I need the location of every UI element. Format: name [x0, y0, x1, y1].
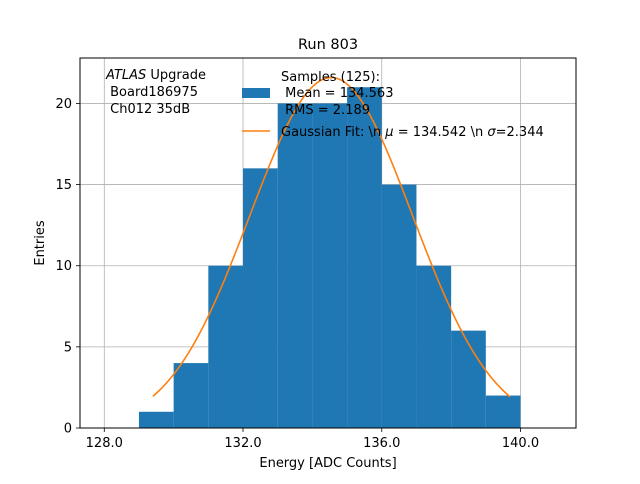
legend-samples-line2: Mean = 134.563	[281, 86, 393, 101]
x-axis-label: Energy [ADC Counts]	[259, 456, 396, 471]
upgrade-label: Upgrade	[146, 68, 206, 83]
histogram-bar	[381, 184, 417, 428]
x-axis-ticks: 128.0 132.0 136.0 140.0	[86, 428, 539, 451]
plot-frame	[79, 57, 577, 429]
y-tick-label: 5	[64, 340, 72, 355]
histogram-bar	[208, 265, 244, 428]
histogram-bar	[138, 411, 174, 428]
histogram-bar	[277, 103, 313, 428]
histogram-bar	[347, 87, 382, 429]
legend-mu-symbol: μ	[384, 125, 393, 140]
histogram-bars	[138, 87, 521, 429]
x-tick-label: 132.0	[224, 436, 261, 451]
histogram-bar	[451, 330, 486, 428]
y-tick-label: 20	[55, 97, 72, 112]
histogram-bar	[416, 265, 452, 428]
legend-sigma-symbol: σ	[487, 125, 496, 140]
legend-fit-sigma: =2.344	[496, 125, 544, 140]
chart-title: Run 803	[298, 37, 358, 53]
x-tick-label: 140.0	[502, 436, 539, 451]
y-tick-label: 10	[55, 259, 72, 274]
y-tick-label: 15	[55, 178, 72, 193]
legend-fit-label: Gaussian Fit: \n μ = 134.542 \n σ=2.344	[281, 125, 544, 140]
histogram-bar	[243, 168, 278, 428]
y-tick-label: 0	[64, 422, 72, 437]
y-axis-ticks: 0 5 10 15 20	[55, 97, 80, 437]
channel-label: Ch012 35dB	[106, 102, 190, 117]
x-tick-label: 136.0	[363, 436, 400, 451]
atlas-annotation: ATLAS Upgrade Board186975 Ch012 35dB	[105, 68, 206, 117]
gaussian-fit	[152, 76, 511, 398]
gaussian-fit-curve	[152, 76, 511, 398]
histogram-bar	[312, 103, 348, 428]
atlas-label: ATLAS	[105, 68, 146, 83]
histogram-bar	[173, 363, 209, 428]
board-label: Board186975	[106, 85, 198, 100]
svg-text:ATLAS Upgrade: ATLAS Upgrade	[105, 68, 206, 83]
legend-samples-line1: Samples (125):	[281, 70, 380, 85]
legend-samples-line3: RMS = 2.189	[281, 103, 370, 118]
x-tick-label: 128.0	[86, 436, 123, 451]
legend: Samples (125): Mean = 134.563 RMS = 2.18…	[242, 70, 544, 140]
y-axis-label: Entries	[33, 220, 48, 266]
legend-fit-mu: = 134.542 \n	[394, 125, 488, 140]
histogram-bar	[485, 395, 521, 428]
legend-histogram-swatch	[242, 88, 270, 98]
legend-fit-prefix: Gaussian Fit: \n	[281, 125, 385, 140]
